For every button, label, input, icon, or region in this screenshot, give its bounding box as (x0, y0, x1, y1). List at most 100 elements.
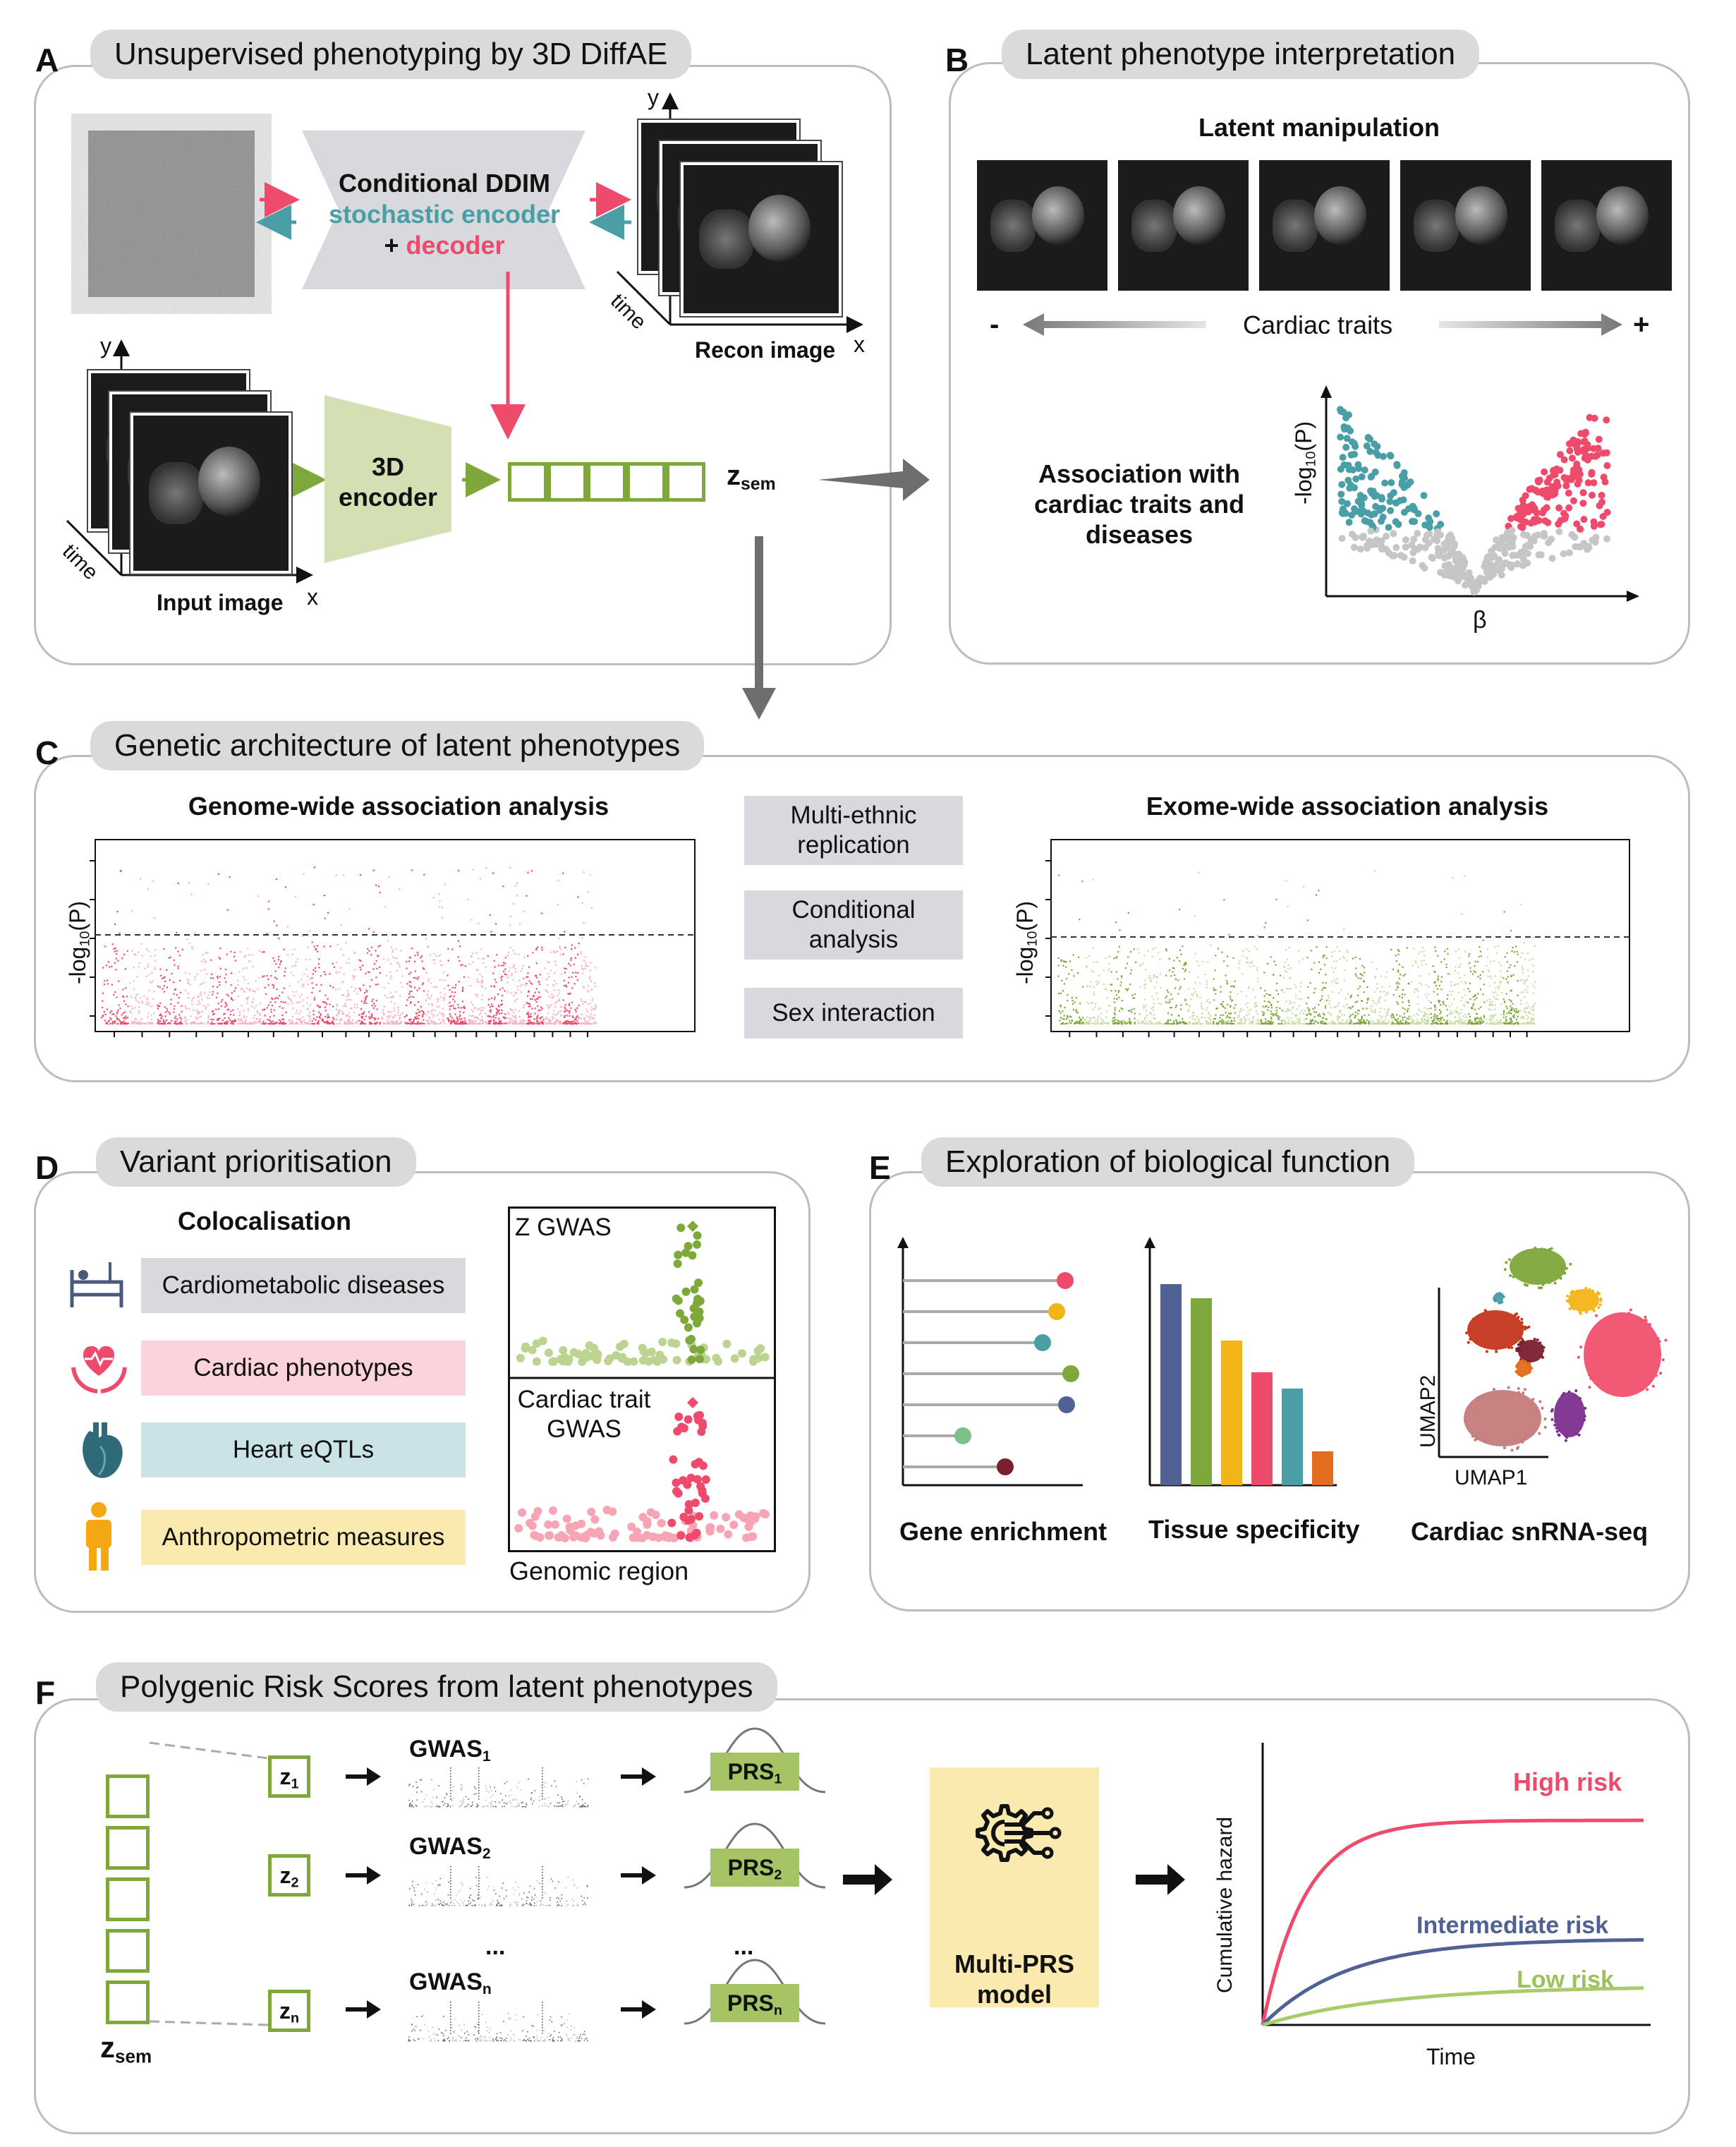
manhattan-point (449, 1001, 451, 1003)
manhattan-point (1377, 1020, 1379, 1022)
manhattan-point (467, 1020, 470, 1022)
manhattan-point (482, 962, 485, 964)
manhattan-point (1459, 963, 1462, 965)
manhattan-point (271, 997, 273, 999)
manhattan-point (545, 979, 547, 981)
manhattan-point (248, 1010, 250, 1012)
manhattan-point (576, 979, 578, 981)
manhattan-point (316, 1016, 318, 1018)
manhattan-point (391, 1023, 394, 1025)
manhattan-point (272, 986, 274, 988)
manhattan-point (1428, 993, 1430, 995)
manhattan-point (576, 1016, 578, 1018)
manhattan-point (1306, 1003, 1308, 1005)
manhattan-point (1471, 1021, 1473, 1023)
manhattan-point (1281, 1010, 1283, 1012)
manhattan-point (400, 950, 402, 952)
manhattan-point (485, 1021, 487, 1023)
manhattan-point (1494, 1008, 1496, 1010)
manhattan-point (488, 998, 490, 1000)
manhattan-point (565, 967, 567, 969)
manhattan-point (454, 1023, 456, 1025)
manhattan-point (207, 952, 209, 954)
volcano-point (1600, 473, 1608, 481)
manhattan-point (417, 1021, 419, 1023)
volcano-point (1574, 448, 1582, 456)
manhattan-point (1060, 1012, 1062, 1014)
manhattan-point (1457, 991, 1459, 993)
manhattan-point (159, 1005, 161, 1007)
manhattan-point (106, 1022, 108, 1024)
manhattan-point (1182, 1018, 1184, 1020)
manhattan-point (495, 1008, 497, 1010)
manhattan-point (461, 1020, 464, 1022)
manhattan-point (411, 1022, 413, 1024)
manhattan-point (481, 998, 483, 1000)
manhattan-point (488, 1020, 490, 1022)
manhattan-point (583, 1017, 585, 1019)
manhattan-point (587, 891, 589, 893)
recon-image-front (681, 162, 842, 316)
manhattan-point (114, 923, 116, 926)
manhattan-point (1113, 957, 1115, 960)
manhattan-point (302, 983, 304, 985)
manhattan-point (414, 1016, 416, 1018)
manhattan-point (442, 1008, 444, 1010)
volcano-point (1522, 492, 1529, 500)
volcano-point (1588, 452, 1596, 460)
manhattan-point (512, 966, 514, 968)
manhattan-point (215, 1008, 217, 1010)
manhattan-point (501, 1000, 503, 1002)
manhattan-point (1366, 1002, 1368, 1004)
manhattan-point (573, 963, 575, 966)
manhattan-point (1317, 1022, 1319, 1024)
manhattan-point (377, 1017, 380, 1020)
manhattan-point (1246, 948, 1248, 950)
manhattan-point (1413, 1023, 1415, 1025)
manhattan-point (568, 1003, 570, 1005)
manhattan-point (360, 1000, 363, 1003)
manhattan-point (443, 998, 445, 1000)
manhattan-point (523, 956, 526, 958)
manhattan-point (313, 999, 315, 1001)
manhattan-point (1446, 1022, 1449, 1024)
manhattan-point (1153, 975, 1155, 977)
manhattan-point (1446, 1015, 1448, 1017)
manhattan-point (1391, 1017, 1393, 1019)
manhattan-point (1275, 1012, 1277, 1014)
manhattan-point (1179, 1022, 1181, 1024)
manhattan-point (1191, 1022, 1194, 1024)
manhattan-point (318, 1016, 320, 1018)
manhattan-point (150, 955, 152, 957)
manhattan-point (286, 926, 289, 928)
manhattan-point (1241, 1020, 1243, 1022)
manhattan-point (569, 1015, 571, 1017)
manhattan-point (590, 980, 593, 982)
manhattan-point (125, 987, 127, 989)
manhattan-point (159, 968, 162, 970)
manhattan-point (567, 993, 569, 995)
manhattan-point (205, 952, 207, 954)
volcano-point (1565, 549, 1573, 557)
manhattan-point (375, 1000, 377, 1002)
manhattan-point (1279, 1007, 1281, 1009)
manhattan-point (531, 998, 533, 1000)
manhattan-point (1388, 986, 1390, 988)
manhattan-point (497, 993, 499, 996)
manhattan-point (387, 1021, 389, 1024)
manhattan-point (110, 1018, 112, 1020)
manhattan-point (1411, 981, 1413, 983)
manhattan-point (1222, 1000, 1224, 1003)
manhattan-point (1143, 984, 1146, 986)
manhattan-point (1424, 1022, 1426, 1025)
manhattan-point (1274, 1013, 1276, 1015)
manhattan-point (1302, 958, 1304, 960)
manhattan-point (1496, 1022, 1498, 1024)
manhattan-point (1370, 1008, 1372, 1010)
manhattan-point (145, 1022, 147, 1025)
manhattan-point (1469, 952, 1471, 955)
manhattan-point (1184, 969, 1187, 971)
manhattan-point (246, 1002, 248, 1004)
manhattan-point (1131, 994, 1134, 996)
manhattan-point (178, 1014, 181, 1016)
